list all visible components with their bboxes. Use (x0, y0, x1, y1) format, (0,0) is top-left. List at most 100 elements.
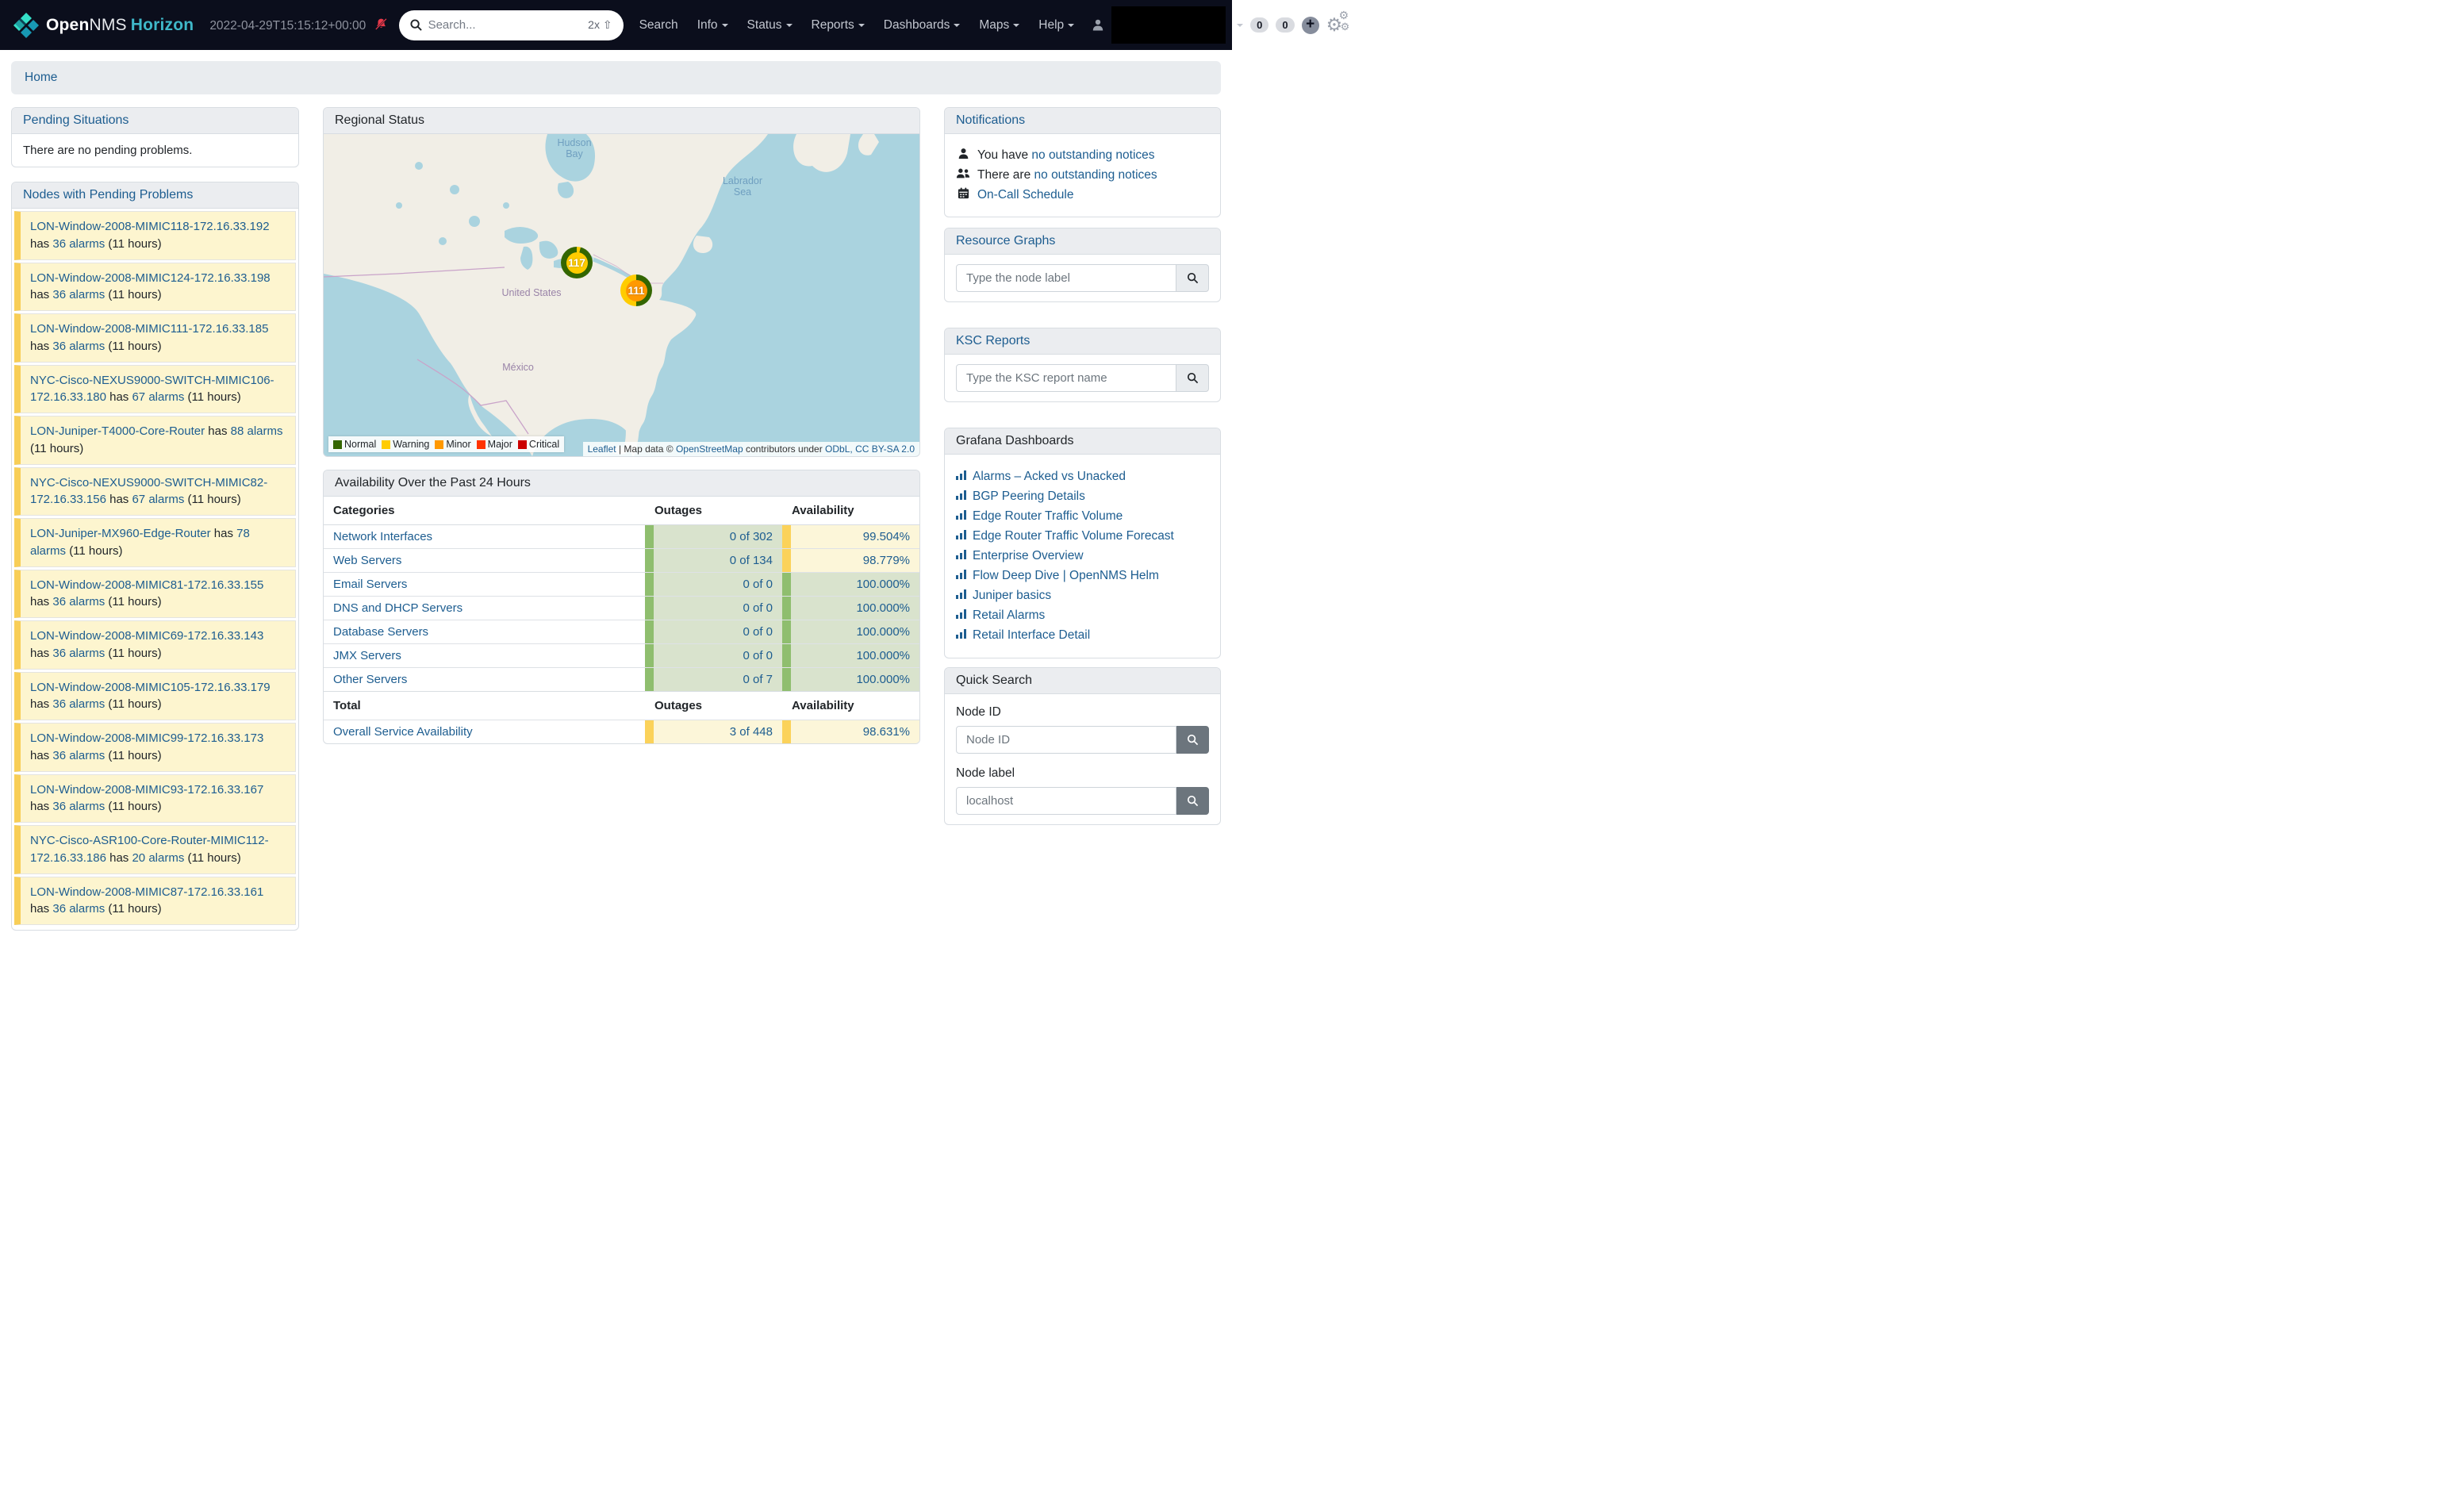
outage-status-strip (645, 668, 654, 692)
node-label-input[interactable] (956, 787, 1176, 815)
nav-link-search[interactable]: Search (639, 18, 678, 32)
node-alarms-link[interactable]: 36 alarms (52, 340, 105, 353)
node-link[interactable]: LON-Window-2008-MIMIC118-172.16.33.192 (30, 220, 270, 233)
total-header-outages: Outages (645, 692, 782, 720)
node-alarms-link[interactable]: 88 alarms (231, 424, 283, 438)
grafana-dashboard-link[interactable]: Flow Deep Dive | OpenNMS Helm (973, 569, 1159, 583)
nav-link-maps[interactable]: Maps (979, 18, 1019, 32)
node-alarms-link[interactable]: 36 alarms (52, 902, 105, 916)
nav-link-status[interactable]: Status (747, 18, 793, 32)
node-link[interactable]: LON-Juniper-MX960-Edge-Router (30, 527, 211, 540)
node-alarms-link[interactable]: 36 alarms (52, 697, 105, 711)
there-are-text: There are no outstanding notices (977, 168, 1157, 182)
category-cell: Other Servers (324, 668, 645, 692)
grafana-dashboard-link[interactable]: Edge Router Traffic Volume Forecast (973, 529, 1174, 543)
notifications-there-are-row: There are no outstanding notices (956, 167, 1209, 183)
breadcrumb-home-link[interactable]: Home (25, 71, 57, 84)
node-duration: (11 hours) (108, 340, 161, 353)
oncall-schedule-link[interactable]: On-Call Schedule (977, 188, 1073, 202)
resource-graphs-input[interactable] (956, 264, 1176, 292)
your-notices-link[interactable]: no outstanding notices (1031, 148, 1154, 162)
node-label-search-button[interactable] (1176, 787, 1209, 815)
admin-gears-icon[interactable]: ⚙⚙⚙ (1326, 14, 1353, 36)
legend-item-critical: Critical (518, 439, 559, 450)
nav-link-dashboards[interactable]: Dashboards (884, 18, 961, 32)
notification-badge-2[interactable]: 0 (1276, 17, 1294, 33)
node-alarms-link[interactable]: 36 alarms (52, 237, 105, 251)
node-id-input[interactable] (956, 726, 1176, 754)
notification-badge-1[interactable]: 0 (1250, 17, 1268, 33)
category-link[interactable]: Database Servers (333, 625, 428, 639)
node-alarms-link[interactable]: 36 alarms (52, 288, 105, 301)
grafana-dashboard-link[interactable]: Juniper basics (973, 589, 1051, 603)
node-alarms-link[interactable]: 67 alarms (132, 390, 184, 404)
osm-link[interactable]: OpenStreetMap (676, 443, 743, 455)
regional-status-map[interactable]: Hudson BayLabrador SeaUnited StatesMéxic… (324, 134, 919, 456)
pending-situations-panel: Pending Situations There are no pending … (11, 107, 299, 167)
search-icon (410, 19, 422, 31)
bar-chart-icon (956, 628, 967, 643)
node-link[interactable]: LON-Window-2008-MIMIC105-172.16.33.179 (30, 681, 271, 694)
node-id-search-button[interactable] (1176, 726, 1209, 754)
bar-chart-icon (956, 509, 967, 524)
node-link[interactable]: LON-Window-2008-MIMIC81-172.16.33.155 (30, 578, 263, 592)
node-problem-item: NYC-Cisco-NEXUS9000-SWITCH-MIMIC82-172.1… (14, 467, 296, 516)
breadcrumb: Home (11, 61, 1221, 94)
node-alarms-link[interactable]: 36 alarms (52, 647, 105, 660)
ksc-reports-search-button[interactable] (1176, 364, 1209, 392)
node-link[interactable]: LON-Window-2008-MIMIC99-172.16.33.173 (30, 731, 263, 745)
category-link[interactable]: Email Servers (333, 578, 407, 591)
chevron-down-icon (1013, 24, 1019, 27)
node-problem-item: LON-Window-2008-MIMIC99-172.16.33.173 ha… (14, 723, 296, 772)
user-menu-caret-icon[interactable] (1237, 24, 1243, 27)
redacted-username[interactable] (1111, 6, 1226, 44)
all-notices-link[interactable]: no outstanding notices (1034, 168, 1157, 182)
license-link[interactable]: ODbL, CC BY-SA 2.0 (825, 443, 915, 455)
brand[interactable]: OpenNMSHorizon (13, 12, 194, 39)
leaflet-link[interactable]: Leaflet (588, 443, 616, 455)
ksc-reports-input[interactable] (956, 364, 1176, 392)
top-navbar: OpenNMSHorizon 2022-04-29T15:15:12+00:00… (0, 0, 1232, 50)
nav-link-info[interactable]: Info (697, 18, 728, 32)
grafana-dashboard-link[interactable]: Retail Alarms (973, 608, 1045, 623)
map-cluster-marker[interactable]: 111 (620, 274, 652, 306)
grafana-dashboard-link[interactable]: Alarms – Acked vs Unacked (973, 470, 1126, 484)
node-alarms-link[interactable]: 36 alarms (52, 800, 105, 813)
resource-graphs-search-button[interactable] (1176, 264, 1209, 292)
map-cluster-marker[interactable]: 117 (561, 247, 593, 278)
category-link[interactable]: Overall Service Availability (333, 725, 473, 739)
category-link[interactable]: Other Servers (333, 673, 407, 686)
node-alarms-link[interactable]: 36 alarms (52, 749, 105, 762)
category-link[interactable]: DNS and DHCP Servers (333, 601, 462, 615)
category-link[interactable]: Network Interfaces (333, 530, 432, 543)
node-alarms-link[interactable]: 36 alarms (52, 595, 105, 608)
nav-link-help[interactable]: Help (1038, 18, 1074, 32)
node-duration: (11 hours) (188, 493, 241, 506)
grafana-dashboard-link[interactable]: BGP Peering Details (973, 489, 1085, 504)
node-link[interactable]: LON-Window-2008-MIMIC93-172.16.33.167 (30, 783, 263, 797)
grafana-dashboard-link[interactable]: Enterprise Overview (973, 549, 1084, 563)
node-alarms-link[interactable]: 67 alarms (132, 493, 184, 506)
node-problem-item: LON-Window-2008-MIMIC87-172.16.33.161 ha… (14, 877, 296, 926)
ksc-reports-panel: KSC Reports (944, 328, 1221, 402)
node-link[interactable]: LON-Window-2008-MIMIC111-172.16.33.185 (30, 322, 268, 336)
quick-add-icon[interactable]: + (1302, 17, 1319, 34)
node-link[interactable]: LON-Window-2008-MIMIC87-172.16.33.161 (30, 885, 263, 899)
category-link[interactable]: Web Servers (333, 554, 401, 567)
grafana-dashboard-link[interactable]: Edge Router Traffic Volume (973, 509, 1123, 524)
node-alarms-link[interactable]: 20 alarms (132, 851, 184, 865)
category-cell: Web Servers (324, 549, 645, 573)
nav-link-reports[interactable]: Reports (812, 18, 865, 32)
legend-label: Warning (393, 439, 429, 450)
availability-value: 100.000% (791, 644, 919, 668)
category-link[interactable]: JMX Servers (333, 649, 401, 662)
node-link[interactable]: LON-Window-2008-MIMIC124-172.16.33.198 (30, 271, 271, 285)
search-icon (1187, 734, 1199, 746)
grafana-dashboard-link[interactable]: Retail Interface Detail (973, 628, 1090, 643)
search-input[interactable] (428, 18, 582, 32)
chevron-down-icon (858, 24, 865, 27)
chevron-down-icon (786, 24, 793, 27)
pending-situations-title: Pending Situations (12, 108, 298, 134)
node-link[interactable]: LON-Window-2008-MIMIC69-172.16.33.143 (30, 629, 263, 643)
node-link[interactable]: LON-Juniper-T4000-Core-Router (30, 424, 205, 438)
